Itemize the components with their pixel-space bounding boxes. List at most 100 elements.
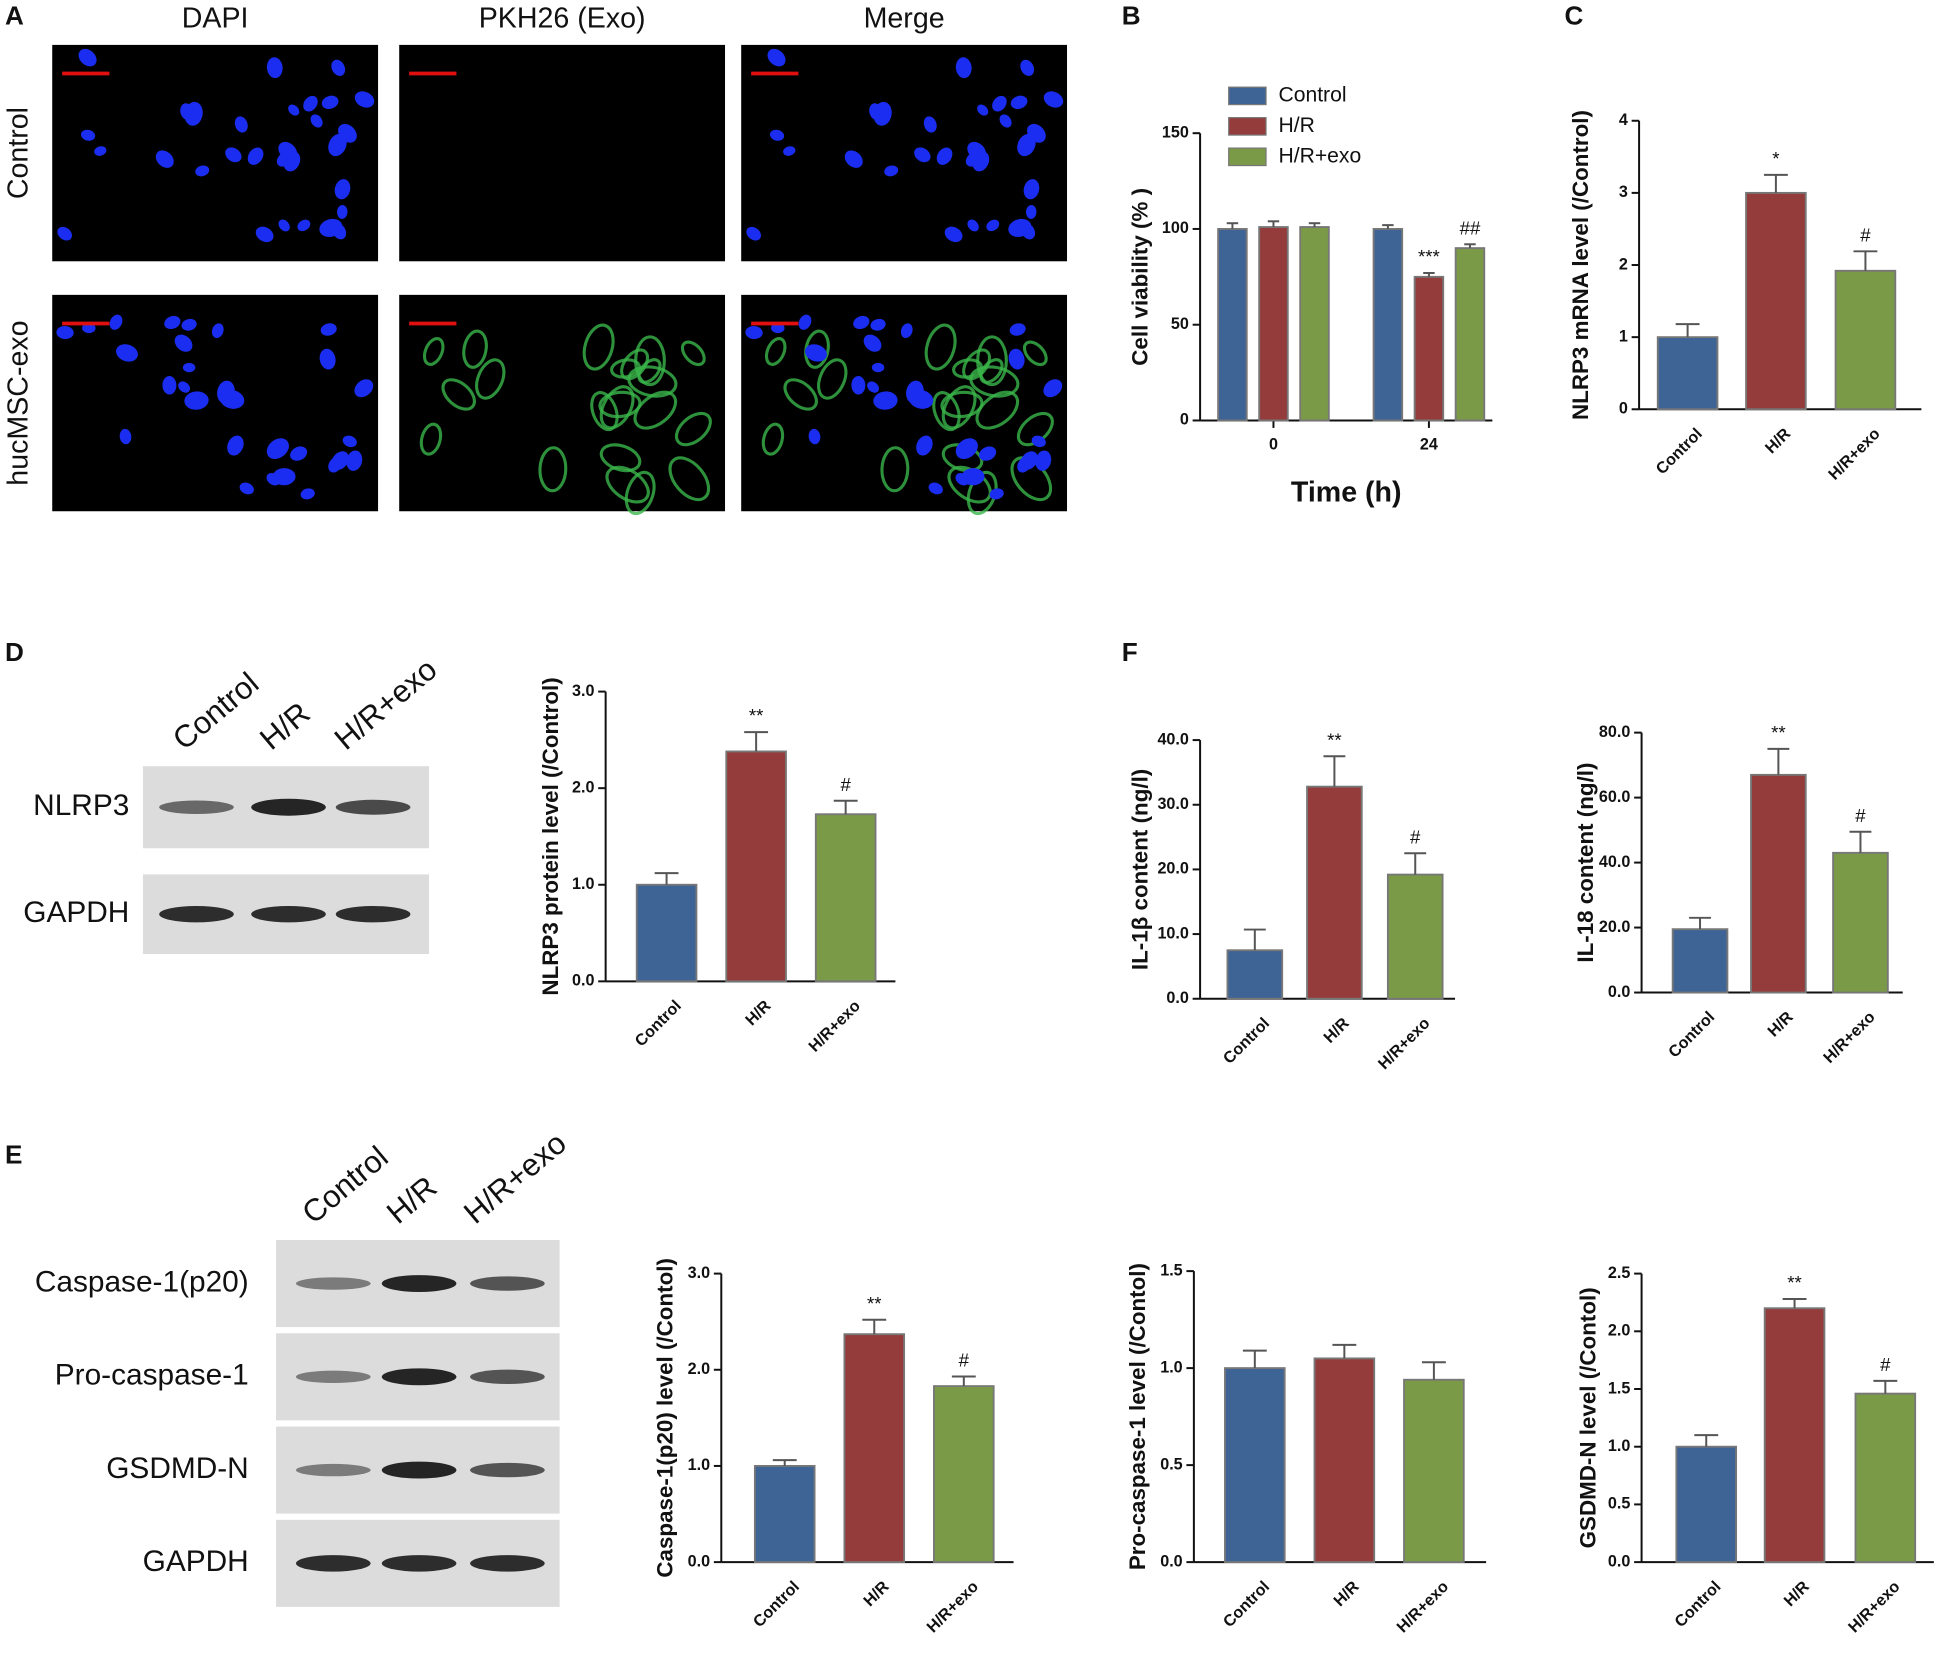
nucleus: [769, 129, 785, 141]
nucleus: [944, 226, 963, 243]
y-axis-label: IL-18 content (ng/l): [1573, 763, 1598, 963]
y-tick-label: 1.0: [688, 1456, 710, 1474]
nucleus: [1017, 456, 1032, 473]
row-label: GSDMD-N: [106, 1452, 249, 1485]
nucleus: [354, 379, 374, 398]
green-cell: [880, 446, 910, 493]
x-tick-label: Control: [1220, 1014, 1273, 1067]
nucleus: [239, 482, 254, 495]
nucleus: [1020, 59, 1035, 76]
band: [381, 1275, 457, 1293]
green-cell: [940, 390, 984, 419]
column-label: DAPI: [182, 3, 249, 35]
error-bar: [1267, 220, 1280, 228]
error-bar: [1226, 222, 1239, 229]
y-tick-label: 2.0: [1608, 1322, 1630, 1340]
nucleus: [266, 438, 289, 460]
green-cell: [605, 465, 650, 504]
bar: [1372, 228, 1404, 422]
nucleus: [319, 218, 343, 237]
nucleus: [871, 362, 885, 373]
bar: [1854, 1392, 1917, 1564]
nucleus: [873, 391, 898, 410]
band: [470, 1276, 545, 1291]
green-cell: [441, 378, 476, 411]
nucleus: [297, 219, 311, 232]
green-cell: [462, 329, 488, 369]
error-bar: [833, 799, 858, 815]
nucleus: [914, 147, 931, 163]
y-tick-label: 20.0: [1157, 860, 1188, 878]
error-bar: [1332, 1343, 1357, 1359]
green-cell: [761, 422, 785, 456]
error-bar: [862, 1318, 887, 1335]
nucleus: [916, 435, 933, 456]
green-cell: [783, 378, 818, 411]
band: [159, 905, 234, 923]
nucleus: [334, 179, 351, 200]
error-bar: [1694, 1434, 1719, 1447]
y-tick-label: 0.0: [572, 972, 594, 990]
y-tick-label: 2: [1619, 255, 1628, 273]
green-cell: [419, 422, 443, 456]
error-bar: [744, 731, 769, 752]
y-tick-label: 0.0: [1608, 1552, 1630, 1570]
nucleus: [884, 165, 899, 177]
x-tick-label: Control: [1671, 1578, 1724, 1631]
y-tick-label: 150: [1162, 123, 1189, 141]
green-cell: [538, 446, 568, 493]
nucleus: [928, 482, 943, 495]
green-cell: [624, 470, 656, 516]
error-bar: [1849, 830, 1872, 853]
nucleus: [1035, 450, 1052, 471]
column-label: PKH26 (Exo): [479, 3, 646, 35]
bar: [1745, 191, 1807, 411]
band: [381, 1555, 457, 1572]
panel-label: E: [5, 1139, 22, 1169]
bar: [1413, 275, 1445, 422]
error-bar: [1323, 755, 1346, 787]
nucleus: [217, 380, 235, 404]
green-cell: [633, 390, 678, 430]
band: [295, 1555, 371, 1572]
nucleus: [767, 48, 786, 67]
green-cell: [422, 336, 445, 366]
x-tick-label: Control: [750, 1578, 803, 1631]
bar: [1403, 1378, 1465, 1564]
x-tick-label: Control: [1665, 1008, 1718, 1061]
error-bar: [1689, 916, 1711, 930]
nucleus: [80, 129, 96, 141]
nucleus: [967, 141, 987, 161]
nucleus: [300, 488, 315, 500]
bar: [1675, 1445, 1738, 1564]
row-label: GAPDH: [23, 896, 129, 929]
y-tick-label: 0.0: [1608, 983, 1630, 1001]
error-bar: [1853, 250, 1878, 271]
significance: ##: [1460, 217, 1481, 238]
y-tick-label: 3.0: [572, 682, 594, 700]
nucleus: [320, 323, 337, 336]
legend-label: H/R+exo: [1278, 144, 1361, 167]
y-tick-label: 1.0: [1160, 1358, 1182, 1376]
green-cell: [924, 323, 957, 371]
y-axis-label: NLRP3 protein level (/Control): [538, 677, 563, 995]
bar: [1750, 773, 1807, 994]
green-cell: [590, 391, 619, 432]
panel-label: F: [1122, 637, 1138, 667]
error-bar: [1243, 928, 1266, 951]
band: [295, 1277, 371, 1290]
x-tick-label: 24: [1420, 436, 1438, 454]
nucleus: [999, 114, 1012, 128]
green-cell: [599, 443, 642, 473]
y-tick-label: 3: [1619, 183, 1628, 201]
x-tick-label: H/R: [1764, 1008, 1797, 1041]
y-tick-label: 0: [1180, 411, 1189, 429]
nucleus: [116, 344, 138, 362]
green-cell: [610, 358, 641, 379]
nucleus: [180, 103, 194, 121]
x-tick-label: Control: [632, 997, 685, 1050]
row-label: GAPDH: [143, 1545, 249, 1578]
x-tick-label: H/R: [1780, 1577, 1813, 1610]
bar: [1226, 949, 1284, 1000]
lane-label: H/R+exo: [328, 652, 444, 757]
